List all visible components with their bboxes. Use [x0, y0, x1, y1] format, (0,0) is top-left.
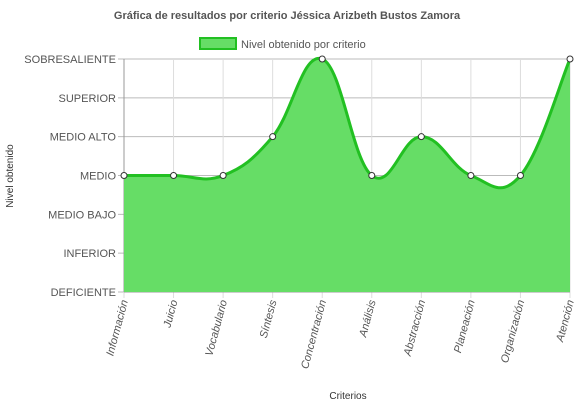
- data-point[interactable]: [170, 172, 178, 179]
- chart-title: Gráfica de resultados por criterio Jéssi…: [114, 10, 461, 22]
- series-area: [123, 57, 572, 292]
- data-point[interactable]: [368, 172, 376, 179]
- x-tick-labels: Información Juicio Vocabulario Síntesis Conc…: [104, 298, 574, 370]
- y-tick-label: MEDIO: [80, 171, 117, 183]
- x-tick-label: Síntesis: [258, 298, 280, 339]
- y-tick-label: DEFICIENTE: [51, 287, 116, 299]
- legend[interactable]: Nivel obtenido por criterio: [199, 37, 366, 51]
- x-tick-label: Concentración: [299, 299, 329, 371]
- series-line: [123, 57, 572, 190]
- y-tick-label: INFERIOR: [63, 248, 116, 260]
- data-point[interactable]: [219, 172, 227, 179]
- x-tick-label: Vocabulario: [203, 299, 230, 358]
- series-area-fill: [124, 58, 570, 292]
- x-tick-label: Atención: [554, 299, 574, 344]
- data-point[interactable]: [120, 172, 128, 179]
- y-tick-label: MEDIO BAJO: [48, 209, 116, 221]
- x-tick-label: Información: [104, 299, 130, 358]
- y-tick-label: SOBRESALIENTE: [24, 54, 116, 66]
- x-axis-title: Criterios: [329, 391, 366, 402]
- y-tick-labels: DEFICIENTE INFERIOR MEDIO BAJO MEDIO MEDIO A…: [24, 54, 116, 299]
- y-tick-label: SUPERIOR: [59, 93, 117, 105]
- legend-swatch: [199, 37, 237, 50]
- x-tick-label: Análisis: [357, 298, 379, 339]
- data-point[interactable]: [566, 55, 574, 63]
- data-point[interactable]: [417, 133, 425, 141]
- data-point[interactable]: [269, 133, 277, 141]
- data-points: [120, 55, 574, 179]
- x-tick-label: Abstracción: [402, 299, 429, 359]
- y-axis-title: Nivel obtenido: [5, 144, 16, 208]
- legend-label: Nivel obtenido por criterio: [241, 39, 366, 51]
- y-tick-label: MEDIO ALTO: [50, 132, 117, 144]
- data-point[interactable]: [318, 55, 326, 63]
- data-point[interactable]: [467, 172, 475, 179]
- data-point[interactable]: [516, 172, 524, 179]
- x-tick-label: Organización: [499, 299, 527, 365]
- x-tick-label: Juicio: [161, 299, 180, 330]
- x-tick-label: Planeación: [452, 299, 478, 355]
